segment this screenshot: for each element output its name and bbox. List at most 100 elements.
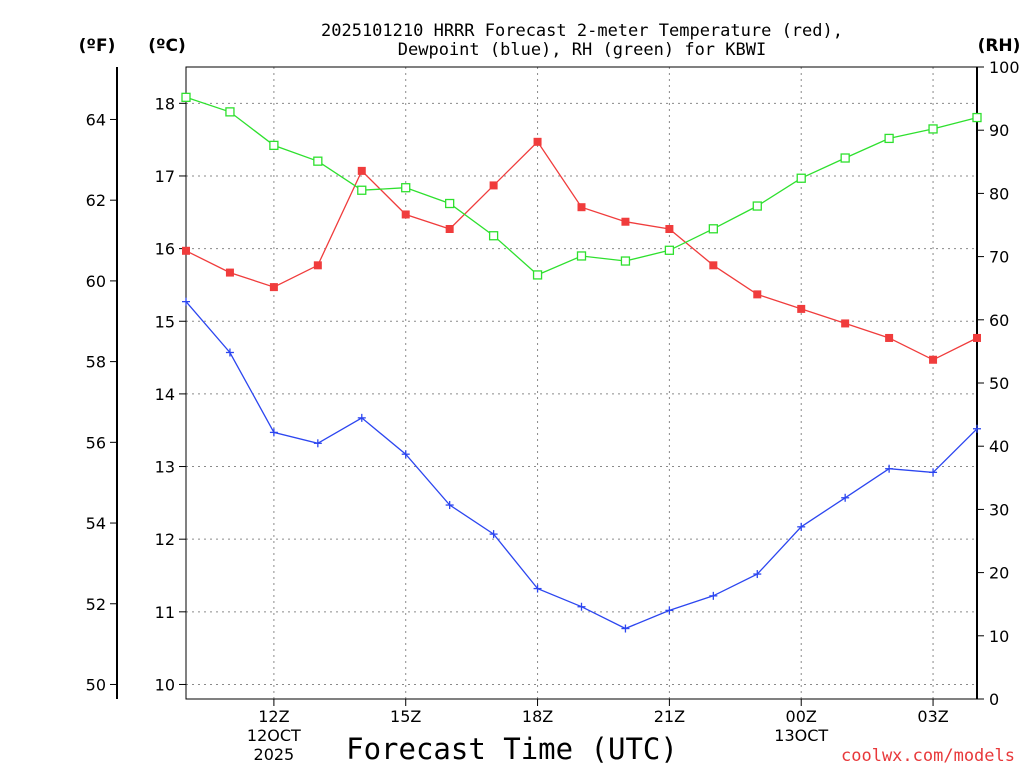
rh-tick-label: 100 bbox=[989, 58, 1020, 77]
rh-point bbox=[796, 173, 806, 183]
rh-point bbox=[576, 251, 587, 261]
axes: 10 11 12 13 14 15 16 17 18 50 52 54 56 58 60 62 64 0 10 20 3… bbox=[86, 58, 1020, 764]
fahrenheit-tick-label: 50 bbox=[86, 675, 106, 694]
celsius-tick-label: 18 bbox=[155, 94, 175, 113]
fahrenheit-tick-label: 62 bbox=[86, 191, 106, 210]
celsius-tick-label: 15 bbox=[155, 312, 175, 331]
x-tick-date-label: 12OCT bbox=[247, 726, 301, 745]
rh-tick-label: 50 bbox=[989, 374, 1009, 393]
celsius-tick-label: 11 bbox=[155, 603, 175, 622]
dewpoint-point bbox=[929, 468, 938, 477]
fahrenheit-tick-label: 56 bbox=[86, 433, 106, 452]
fahrenheit-tick-label: 54 bbox=[86, 514, 106, 533]
rh-point bbox=[708, 224, 718, 234]
fahrenheit-unit-label: (ºF) bbox=[79, 36, 116, 56]
temperature-point bbox=[269, 283, 278, 292]
rh-point bbox=[357, 185, 367, 195]
temperature-point bbox=[401, 210, 410, 219]
rh-tick-label: 40 bbox=[989, 437, 1009, 456]
temperature-point bbox=[709, 261, 718, 270]
temperature-point bbox=[489, 181, 498, 190]
rh-point bbox=[884, 133, 894, 144]
temperature-point bbox=[885, 333, 894, 342]
chart-title-line1: 2025101210 HRRR Forecast 2-meter Tempera… bbox=[321, 21, 843, 41]
rh-tick-label: 70 bbox=[989, 248, 1009, 267]
fahrenheit-tick-label: 58 bbox=[86, 353, 106, 372]
temperature-point bbox=[929, 355, 938, 364]
temperature-point bbox=[313, 261, 322, 270]
rh-point bbox=[313, 156, 323, 166]
dewpoint-point bbox=[225, 348, 234, 357]
x-axis-label: Forecast Time (UTC) bbox=[346, 732, 678, 766]
rh-point bbox=[840, 153, 850, 163]
rh-tick-label: 80 bbox=[989, 184, 1009, 203]
rh-point bbox=[752, 201, 762, 211]
rh-point bbox=[269, 140, 279, 151]
dewpoint-point bbox=[973, 424, 981, 433]
temperature-point bbox=[577, 203, 586, 212]
temperature-point bbox=[357, 166, 366, 175]
celsius-tick-label: 17 bbox=[155, 167, 175, 186]
x-tick-year-label: 2025 bbox=[254, 745, 295, 764]
dewpoint-line bbox=[185, 301, 978, 630]
temperature-point bbox=[533, 137, 542, 146]
dewpoint-point bbox=[753, 570, 762, 579]
rh-point bbox=[928, 124, 938, 134]
dewpoint-point bbox=[182, 297, 190, 306]
fahrenheit-tick-label: 60 bbox=[86, 272, 106, 291]
rh-point bbox=[532, 270, 543, 280]
rh-point bbox=[225, 107, 235, 117]
dewpoint-point bbox=[533, 584, 542, 593]
x-tick-label: 21Z bbox=[654, 707, 685, 726]
celsius-tick-label: 13 bbox=[155, 458, 175, 477]
dewpoint-point bbox=[797, 522, 806, 531]
temperature-point bbox=[182, 246, 190, 255]
temperature-point bbox=[973, 333, 981, 342]
rh-point bbox=[445, 198, 455, 209]
temperature-line bbox=[185, 140, 978, 361]
celsius-tick-label: 10 bbox=[155, 675, 175, 694]
dewpoint-point bbox=[709, 591, 718, 600]
rh-tick-label: 10 bbox=[989, 627, 1009, 646]
rh-point bbox=[664, 245, 675, 255]
rh-tick-label: 0 bbox=[989, 690, 999, 709]
x-tick-label: 03Z bbox=[917, 707, 948, 726]
dewpoint-point bbox=[489, 530, 498, 539]
dewpoint-point bbox=[445, 501, 454, 510]
rh-unit-label: (RH) bbox=[978, 36, 1021, 56]
rh-point bbox=[620, 256, 631, 266]
x-tick-label: 15Z bbox=[390, 707, 421, 726]
fahrenheit-tick-label: 64 bbox=[86, 110, 106, 129]
celsius-unit-label: (ºC) bbox=[148, 36, 186, 56]
temperature-point bbox=[797, 304, 806, 313]
celsius-tick-label: 16 bbox=[155, 240, 175, 259]
dewpoint-point bbox=[841, 493, 850, 502]
x-tick-label: 00Z bbox=[786, 707, 817, 726]
temperature-point bbox=[621, 217, 630, 226]
rh-point bbox=[401, 183, 411, 193]
rh-tick-label: 30 bbox=[989, 500, 1009, 519]
x-tick-date-label: 13OCT bbox=[774, 726, 828, 745]
temperature-point bbox=[665, 224, 674, 233]
temperature-point bbox=[753, 290, 762, 299]
chart-title-line2: Dewpoint (blue), RH (green) for KBWI bbox=[398, 40, 766, 60]
rh-tick-label: 20 bbox=[989, 564, 1009, 583]
celsius-tick-label: 14 bbox=[155, 385, 175, 404]
dewpoint-point bbox=[665, 606, 674, 615]
rh-tick-label: 60 bbox=[989, 311, 1009, 330]
dewpoint-point bbox=[621, 624, 630, 633]
rh-point bbox=[181, 92, 191, 102]
temperature-point bbox=[225, 268, 234, 277]
dewpoint-point bbox=[269, 428, 278, 437]
rh-tick-label: 90 bbox=[989, 121, 1009, 140]
rh-point bbox=[488, 231, 499, 241]
dewpoint-point bbox=[313, 439, 322, 448]
temperature-point bbox=[445, 224, 454, 233]
credit-text: coolwx.com/models bbox=[841, 746, 1015, 766]
x-tick-label: 18Z bbox=[522, 707, 553, 726]
fahrenheit-tick-label: 52 bbox=[86, 595, 106, 614]
dewpoint-point bbox=[885, 464, 894, 473]
rh-point bbox=[972, 112, 982, 123]
temperature-point bbox=[841, 319, 850, 328]
